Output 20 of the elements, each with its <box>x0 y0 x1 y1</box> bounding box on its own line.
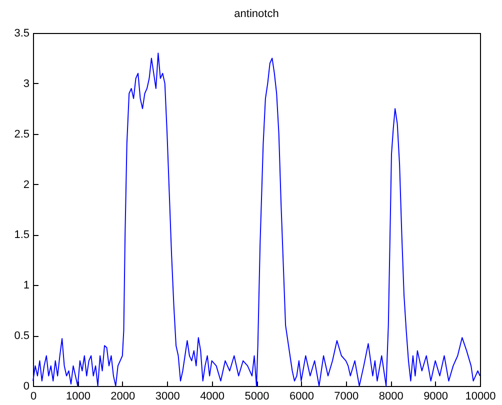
chart-title: antinotch <box>234 8 279 20</box>
x-tick-label: 1000 <box>66 390 90 402</box>
line-series <box>32 52 480 386</box>
y-tick-label: 2 <box>23 178 30 191</box>
x-tick-label: 4000 <box>200 390 225 402</box>
x-tick-label: 7000 <box>334 390 359 402</box>
y-tick-label: 3 <box>23 78 30 90</box>
y-tick-label: 1 <box>23 280 30 292</box>
x-tick-label: 2000 <box>110 390 136 402</box>
x-tick-label: 9000 <box>424 390 448 402</box>
x-tick-label: 6000 <box>289 390 314 402</box>
y-tick-label: 0.5 <box>14 330 30 342</box>
x-tick-label: 10000 <box>465 390 496 402</box>
x-tick-label: 8000 <box>378 390 404 402</box>
y-tick-label: 0 <box>23 380 30 392</box>
x-tick-label: 5000 <box>244 390 270 402</box>
y-tick-label: 2.5 <box>14 128 30 140</box>
y-tick-label: 3.5 <box>14 28 30 40</box>
x-tick-label: 3000 <box>155 390 180 402</box>
y-tick-label: 1.5 <box>14 229 30 242</box>
